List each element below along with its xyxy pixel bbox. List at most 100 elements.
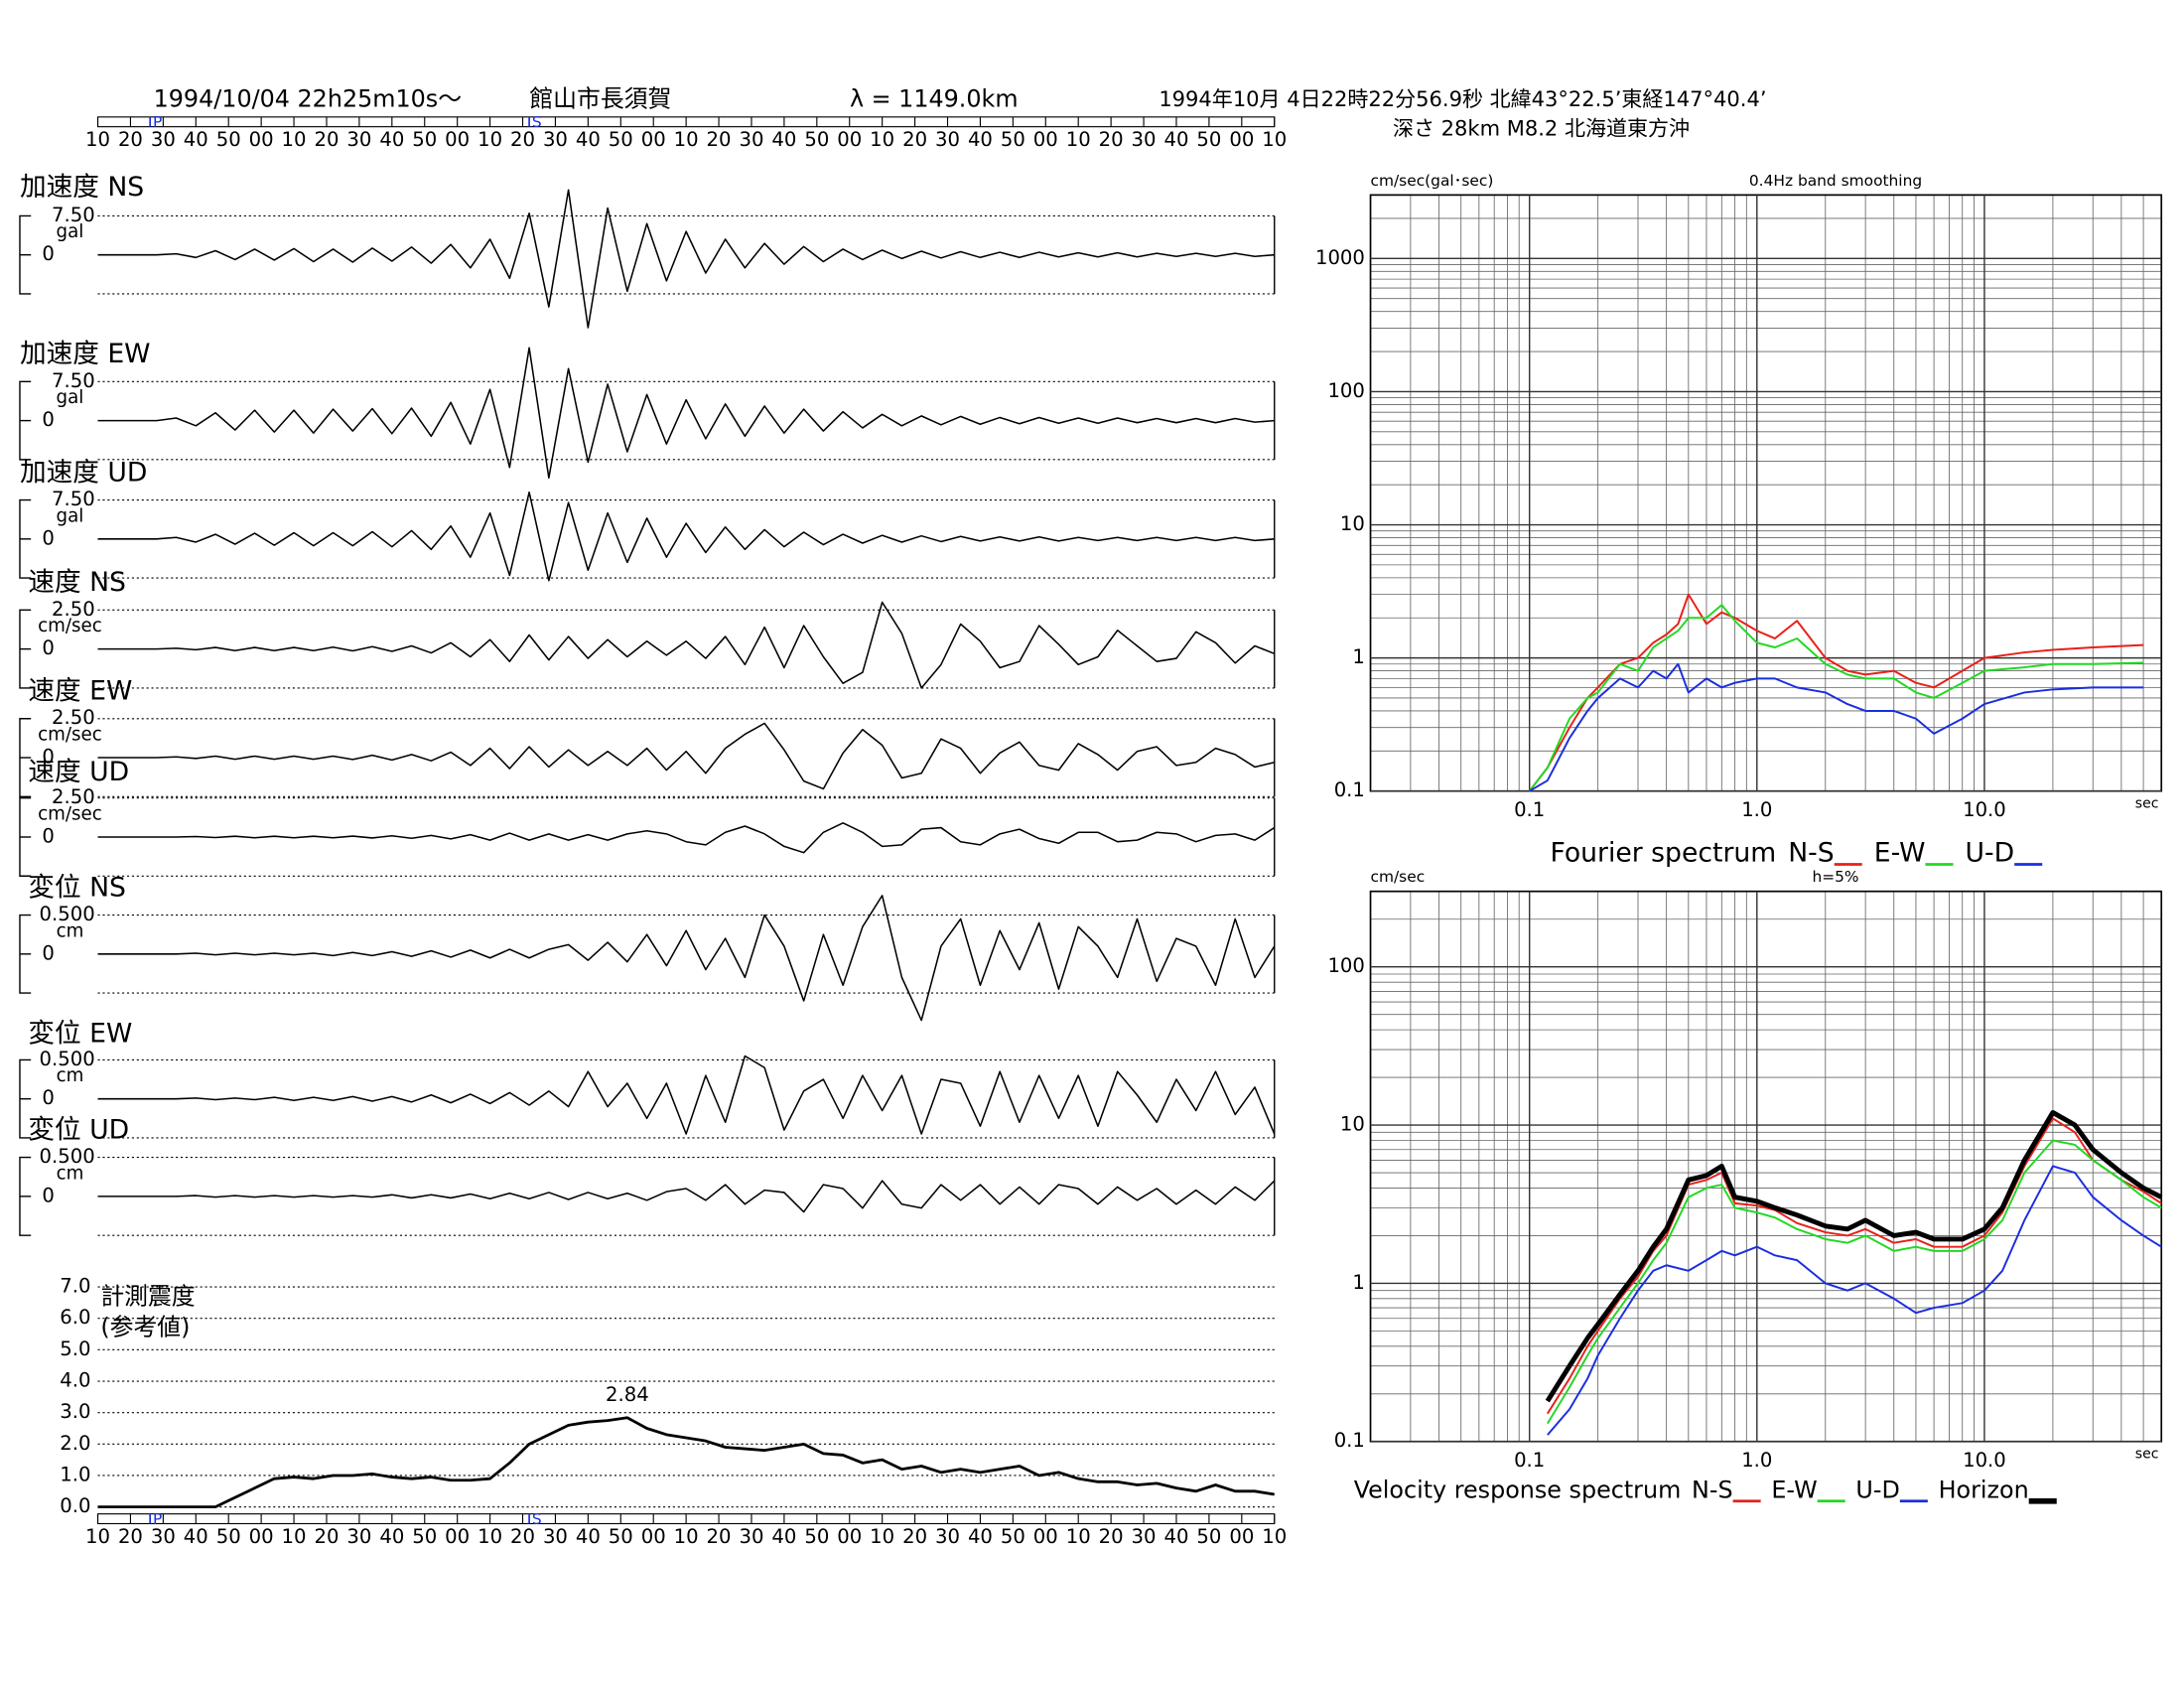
data-line [1546, 1139, 2162, 1425]
y-tick-label: 0 [42, 824, 55, 847]
phase-marker-label: S [532, 1510, 542, 1528]
x-tick-label: 10 [282, 128, 307, 151]
x-axis-unit: sec [2135, 795, 2159, 811]
x-tick-label: 00 [837, 1525, 862, 1548]
x-tick-label: 20 [707, 1525, 732, 1548]
legend-title: Fourier spectrum [1550, 837, 1776, 868]
x-tick-label: 40 [771, 1525, 796, 1548]
x-tick-label: 10 [85, 1525, 110, 1548]
y-axis-unit: gal [57, 505, 84, 526]
x-tick-label: 00 [445, 128, 470, 151]
x-tick-label: 00 [249, 1525, 274, 1548]
y-tick-label: 0 [42, 636, 55, 659]
x-tick-label: 10 [1066, 1525, 1091, 1548]
x-tick-label: 50 [804, 1525, 829, 1548]
x-tick-label: 40 [968, 128, 993, 151]
legend-title: Velocity response spectrum [1354, 1477, 1682, 1504]
x-tick-label: 40 [1163, 1525, 1188, 1548]
y-tick-label: 100 [1327, 379, 1364, 402]
x-tick-label: 10 [478, 128, 502, 151]
header-distance: λ = 1149.0km [850, 84, 1019, 112]
x-tick-label: 0.1 [1514, 1449, 1545, 1472]
x-tick-label: 20 [314, 128, 339, 151]
x-tick-label: 40 [184, 1525, 208, 1548]
x-tick-label: 40 [379, 1525, 404, 1548]
x-tick-label: 10 [870, 128, 894, 151]
y-tick-label: 10 [1340, 1113, 1365, 1136]
header-date: 1994/10/04 22h25m10s〜 [154, 84, 462, 112]
y-tick-label: 1 [1352, 645, 1364, 668]
panel-title: 変位 NS [28, 872, 126, 903]
data-line [97, 895, 1276, 1022]
panel-title: 加速度 EW [20, 339, 151, 369]
data-line [97, 491, 1275, 582]
x-tick-label: 0.1 [1514, 798, 1545, 821]
phase-marker-label: P [153, 113, 162, 131]
x-tick-label: 30 [1132, 1525, 1157, 1548]
legend-label: N-S [1692, 1477, 1733, 1504]
panel-title: 速度 NS [28, 567, 126, 598]
y-tick-label: 0 [42, 408, 55, 431]
y-tick-label: 100 [1327, 954, 1364, 977]
x-tick-label: 00 [1229, 128, 1254, 151]
y-tick-label: 0.1 [1334, 778, 1365, 801]
y-tick-label: 2.50 [52, 598, 95, 621]
data-line [97, 347, 1275, 479]
y-tick-label: 0.1 [1334, 1429, 1365, 1452]
panel-subtitle: (参考値) [100, 1314, 190, 1341]
chart-title: h=5% [1812, 868, 1858, 886]
y-tick-label: 0 [42, 746, 55, 769]
x-tick-label: 20 [510, 128, 535, 151]
x-tick-label: 40 [968, 1525, 993, 1548]
x-tick-label: 30 [151, 1525, 176, 1548]
y-axis-unit: cm/sec [38, 804, 102, 825]
x-tick-label: 10 [282, 1525, 307, 1548]
data-line [1547, 1165, 2162, 1436]
x-tick-label: 00 [641, 1525, 666, 1548]
data-line [1546, 1117, 2162, 1415]
x-tick-label: 30 [935, 128, 960, 151]
data-line [97, 1416, 1275, 1509]
x-tick-label: 50 [412, 128, 437, 151]
y-tick-label: 7.0 [60, 1275, 90, 1298]
x-tick-label: 1.0 [1741, 1449, 1772, 1472]
x-tick-label: 40 [771, 128, 796, 151]
x-tick-label: 30 [346, 128, 371, 151]
data-line [97, 189, 1275, 329]
legend-label: U-D [1855, 1477, 1899, 1504]
legend-label: N-S [1788, 837, 1834, 868]
panel-title: 速度 EW [28, 676, 132, 707]
x-tick-label: 30 [739, 128, 763, 151]
y-tick-label: 7.50 [52, 369, 95, 392]
x-tick-label: 00 [1229, 1525, 1254, 1548]
data-line [97, 601, 1276, 689]
y-tick-label: 2.0 [60, 1432, 90, 1455]
y-tick-label: 7.50 [52, 204, 95, 226]
data-line [97, 722, 1275, 790]
y-tick-label: 0 [42, 242, 55, 265]
x-tick-label: 20 [1099, 1525, 1124, 1548]
panel-title: 速度 UD [28, 757, 129, 787]
x-tick-label: 10 [674, 1525, 699, 1548]
y-tick-label: 0 [42, 941, 55, 964]
y-tick-label: 5.0 [60, 1337, 90, 1360]
y-tick-label: 0.500 [40, 1145, 95, 1168]
x-tick-label: 1.0 [1741, 798, 1772, 821]
x-tick-label: 10.0 [1963, 798, 2006, 821]
y-axis-unit: cm/sec [38, 616, 102, 636]
header-station: 館山市長須賀 [529, 84, 671, 112]
y-axis-unit: cm [57, 1163, 84, 1184]
y-tick-label: 1 [1352, 1271, 1364, 1294]
x-tick-label: 40 [184, 128, 208, 151]
y-axis-unit: gal [57, 221, 84, 242]
y-tick-label: 0.0 [60, 1494, 90, 1517]
y-tick-label: 10 [1340, 512, 1365, 535]
x-tick-label: 00 [641, 128, 666, 151]
panel-title: 加速度 UD [20, 457, 147, 488]
x-tick-label: 10 [478, 1525, 502, 1548]
x-tick-label: 20 [118, 1525, 143, 1548]
chart-title: 0.4Hz band smoothing [1749, 172, 1922, 190]
x-tick-label: 50 [216, 128, 241, 151]
x-tick-label: 10 [674, 128, 699, 151]
